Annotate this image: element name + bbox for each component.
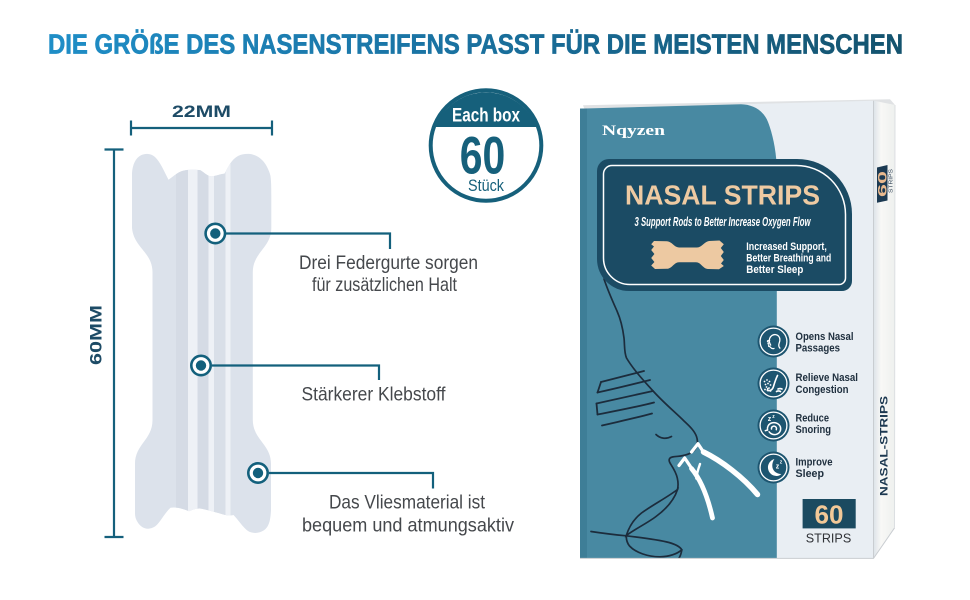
svg-text:Better Sleep: Better Sleep (746, 264, 803, 276)
svg-text:z: z (768, 416, 772, 423)
svg-text:Congestion: Congestion (796, 384, 849, 396)
svg-text:Nqyzen: Nqyzen (602, 123, 665, 139)
svg-text:DIE GRÖßE DES NASENSTREIFENS P: DIE GRÖßE DES NASENSTREIFENS PASST FÜR D… (48, 29, 903, 60)
svg-text:Relieve Nasal: Relieve Nasal (796, 372, 859, 384)
svg-text:z: z (772, 414, 775, 420)
svg-text:für zusätzlichen Halt: für zusätzlichen Halt (312, 274, 457, 296)
svg-text:Stärkerer Klebstoff: Stärkerer Klebstoff (302, 383, 447, 405)
svg-text:Each box: Each box (452, 106, 520, 127)
svg-text:Sleep: Sleep (796, 468, 825, 480)
svg-text:z: z (780, 460, 783, 466)
svg-text:Snoring: Snoring (796, 424, 832, 436)
svg-text:60: 60 (815, 499, 844, 529)
svg-text:Stück: Stück (468, 177, 505, 195)
svg-text:NASAL-STRIPS: NASAL-STRIPS (878, 396, 890, 496)
svg-text:60: 60 (460, 127, 506, 186)
svg-text:Drei Federgurte sorgen: Drei Federgurte sorgen (299, 252, 478, 274)
svg-text:Improve: Improve (796, 456, 833, 468)
svg-text:60MM: 60MM (88, 305, 106, 365)
svg-text:Das Vliesmaterial ist: Das Vliesmaterial ist (329, 492, 486, 514)
svg-text:Increased Support,: Increased Support, (746, 241, 827, 253)
svg-text:STRIPS: STRIPS (888, 168, 894, 193)
svg-text:60: 60 (875, 170, 889, 197)
svg-text:3 Support Rods to Better Incre: 3 Support Rods to Better Increase Oxygen… (635, 215, 812, 229)
svg-text:Reduce: Reduce (796, 412, 830, 424)
svg-text:bequem und atmungsaktiv: bequem und atmungsaktiv (302, 514, 514, 536)
svg-text:NASAL STRIPS: NASAL STRIPS (625, 180, 820, 211)
svg-text:STRIPS: STRIPS (806, 530, 852, 545)
svg-text:22MM: 22MM (172, 103, 231, 121)
svg-text:z: z (776, 464, 780, 471)
svg-text:Passages: Passages (796, 343, 841, 355)
svg-text:Better Breathing and: Better Breathing and (746, 252, 831, 264)
svg-text:Opens Nasal: Opens Nasal (796, 331, 854, 343)
